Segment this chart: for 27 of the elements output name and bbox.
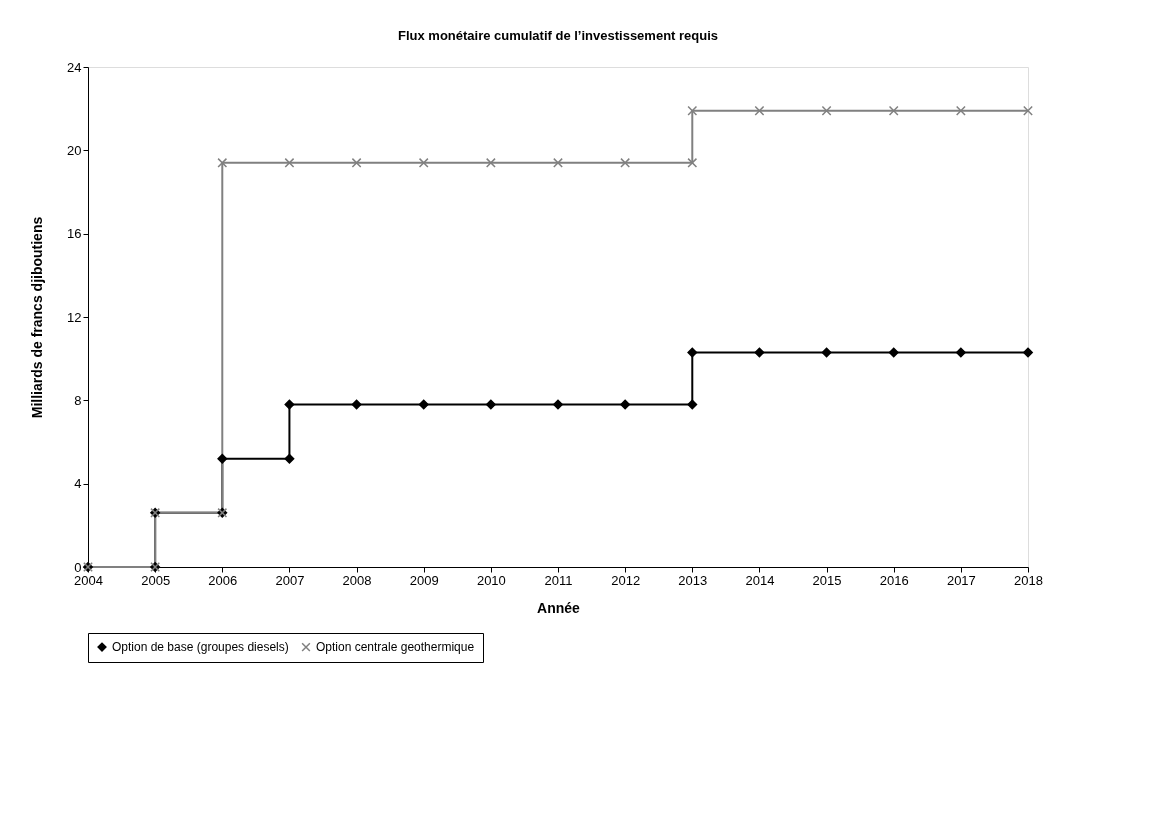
x-tick-label: 2007	[275, 572, 305, 588]
x-tick-label: 2017	[946, 572, 976, 588]
chart-title: Flux monétaire cumulatif de l’investissement requis	[397, 28, 719, 43]
x-tick-label: 2018	[1014, 572, 1043, 588]
x-tick-label: 2014	[745, 572, 775, 588]
x-tick-label: 2011	[544, 572, 573, 588]
legend-label: Option centrale geothermique	[316, 640, 475, 655]
x-tick-label: 2004	[74, 572, 103, 588]
y-tick-label: 12	[67, 309, 82, 325]
y-tick-label: 16	[67, 226, 82, 242]
y-tick-label: 20	[67, 142, 82, 158]
x-tick-label: 2016	[879, 572, 909, 588]
y-tick-label: 0	[74, 559, 82, 575]
x-tick-label: 2012	[611, 572, 641, 588]
x-tick-label: 2013	[678, 572, 708, 588]
x-axis-title: Année	[537, 599, 581, 616]
x-tick-label: 2009	[409, 572, 439, 588]
x-tick-label: 2015	[812, 572, 842, 588]
y-axis-title: Milliards de francs djiboutiens	[29, 216, 46, 419]
y-tick-label: 4	[74, 476, 82, 492]
legend-label: Option de base (groupes diesels)	[112, 640, 289, 655]
y-tick-label: 24	[67, 59, 82, 75]
x-tick-label: 2010	[476, 572, 506, 588]
x-tick-label: 2006	[208, 572, 238, 588]
y-tick-label: 8	[74, 392, 82, 408]
x-tick-label: 2005	[141, 572, 171, 588]
x-tick-label: 2008	[342, 572, 372, 588]
